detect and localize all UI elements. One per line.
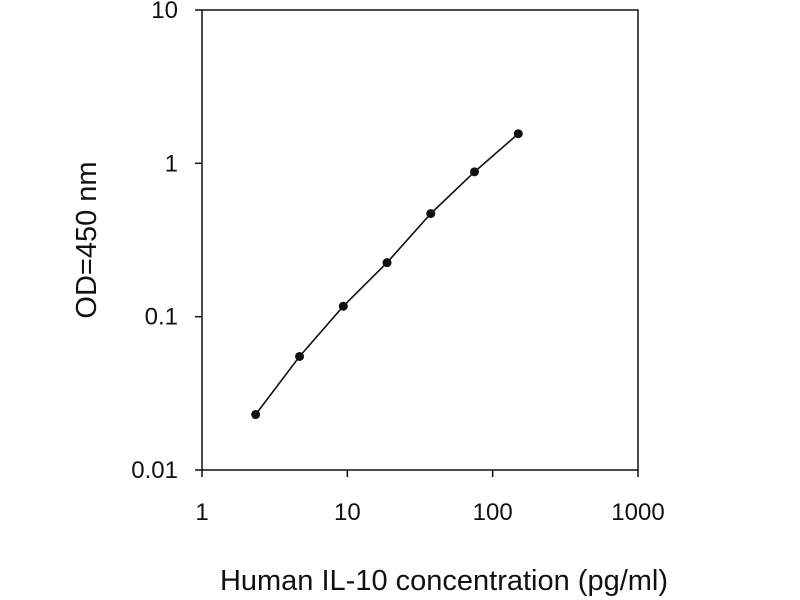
data-point [251,410,261,420]
x-axis-ticks: 1 10 100 1000 [195,470,665,526]
x-tick-label: 100 [473,499,513,526]
data-point [295,351,305,361]
y-tick-label: 1 [165,150,178,177]
y-tick-label: 10 [151,0,178,24]
y-axis-title: OD=450 nm [71,161,103,318]
y-tick-label: 0.1 [145,304,178,331]
data-point [470,167,480,177]
data-series-layer [251,129,523,420]
x-tick-label: 10 [334,499,361,526]
data-point [382,258,392,268]
data-point [338,301,348,311]
plot-frame [201,9,639,471]
data-point [426,209,436,219]
x-axis-title: Human IL-10 concentration (pg/ml) [220,565,668,597]
y-tick-label: 0.01 [131,457,178,484]
x-tick-label: 1000 [611,499,664,526]
series-line [255,133,519,416]
data-point [513,129,523,139]
y-axis-ticks: 0.01 0.1 1 10 [131,0,202,484]
x-tick-label: 1 [195,499,208,526]
